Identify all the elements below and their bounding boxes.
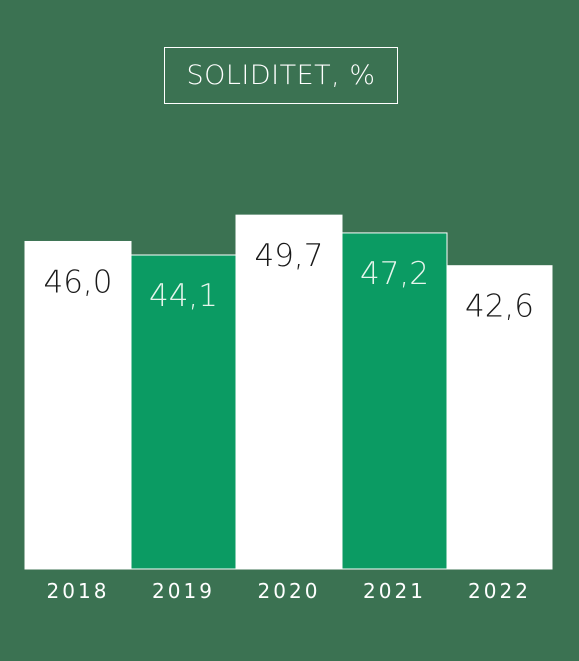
bar-2019: [130, 254, 237, 570]
data-label-2020: 49,7: [254, 238, 323, 274]
data-label-2021: 47,2: [360, 256, 429, 292]
x-tick-label-2020: 2020: [258, 579, 321, 603]
data-label-2018: 46,0: [43, 264, 112, 300]
data-label-2019: 44,1: [149, 278, 218, 314]
data-label-2022: 42,6: [465, 289, 534, 325]
chart-title: SOLIDITET, %: [164, 47, 398, 104]
x-tick-label-2019: 2019: [152, 579, 215, 603]
bar-2022: [446, 265, 553, 570]
bar-2018: [24, 240, 132, 570]
x-tick-label-2022: 2022: [468, 579, 531, 603]
x-tick-label-2018: 2018: [47, 579, 110, 603]
x-tick-label-2021: 2021: [363, 579, 426, 603]
